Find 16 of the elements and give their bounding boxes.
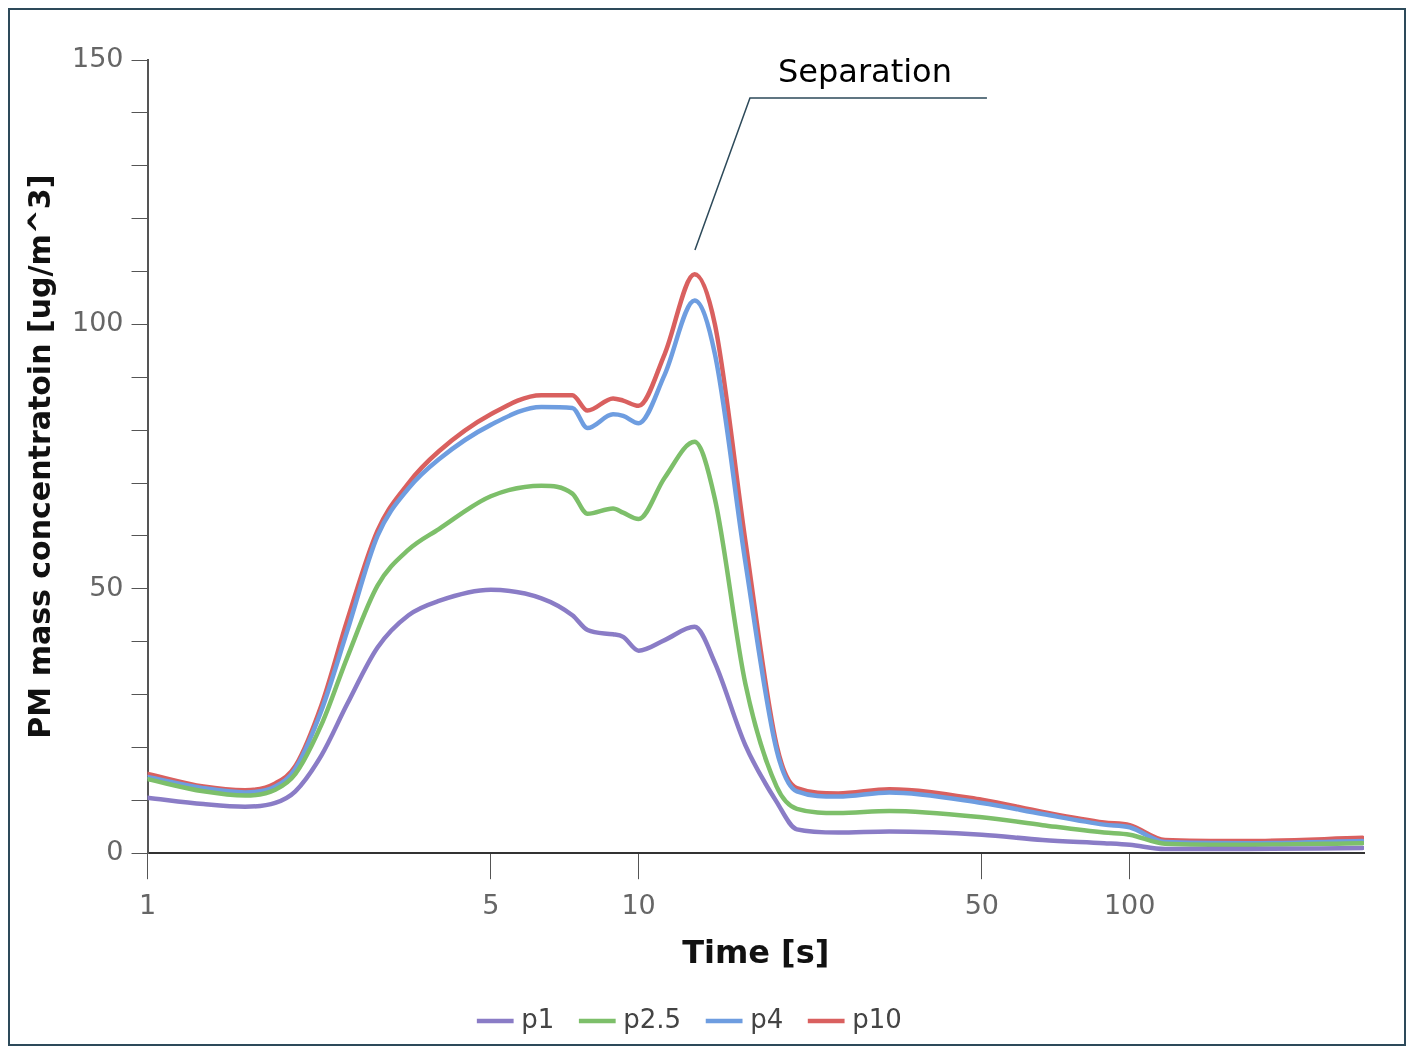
- x-tick-label: 5: [482, 889, 500, 921]
- y-tick-label: 50: [89, 570, 124, 602]
- x-tick-label: 10: [621, 889, 656, 921]
- y-tick-label: 0: [106, 835, 124, 867]
- x-tick-label: 50: [964, 889, 1000, 921]
- annotation: Separation: [777, 52, 952, 91]
- y-tick-label: 100: [71, 306, 124, 338]
- y-axis-title: PM mass concentratoin [ug/m^3]: [21, 174, 57, 739]
- x-tick-label: 100: [1103, 889, 1156, 921]
- legend-label: p4: [750, 1003, 784, 1034]
- x-tick-label: 1: [138, 889, 157, 921]
- y-tick-label: 150: [71, 42, 124, 74]
- legend-label: p10: [852, 1003, 902, 1034]
- legend-label: p1: [521, 1003, 555, 1034]
- legend-label: p2.5: [623, 1003, 682, 1034]
- x-axis-title: Time [s]: [682, 933, 830, 972]
